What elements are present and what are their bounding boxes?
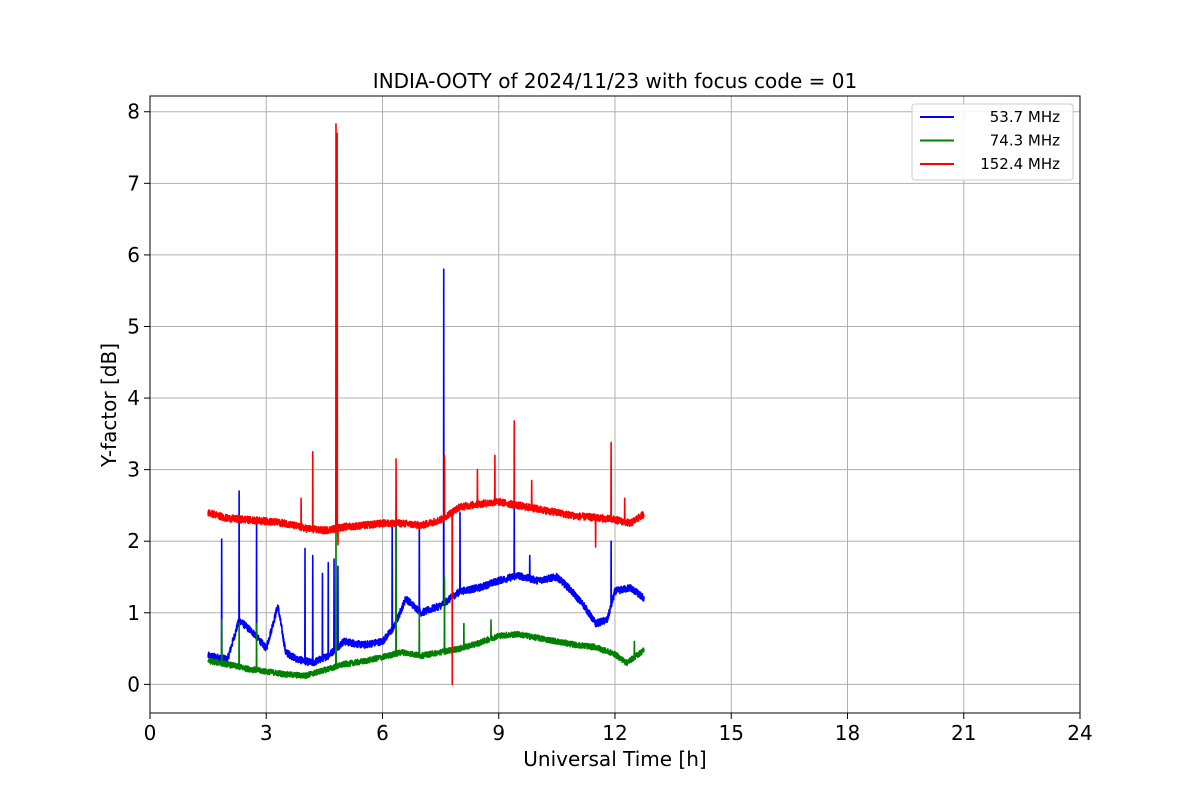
legend: 53.7 MHz 74.3 MHz 152.4 MHz	[911, 103, 1074, 181]
y-tick-label: 5	[127, 314, 140, 338]
y-tick-label: 1	[127, 601, 140, 625]
series-line-0	[207, 268, 645, 667]
y-axis-ticks: 0 1 2 3 4 5 6 7 8	[127, 100, 150, 696]
x-axis-label: Universal Time [h]	[523, 747, 706, 771]
x-axis-ticks: 0 3 6 9 12 15 18 21 24	[144, 713, 1093, 745]
y-tick-label: 8	[127, 100, 140, 124]
x-tick-label: 0	[144, 721, 157, 745]
y-tick-label: 0	[127, 672, 140, 696]
chart-title: INDIA-OOTY of 2024/11/23 with focus code…	[373, 69, 857, 93]
legend-entry-2: 152.4 MHz	[980, 155, 1060, 173]
x-tick-label: 15	[719, 721, 744, 745]
x-tick-label: 21	[951, 721, 976, 745]
legend-box	[911, 103, 1074, 181]
y-tick-label: 7	[127, 171, 140, 195]
y-tick-label: 2	[127, 529, 140, 553]
x-tick-label: 6	[376, 721, 389, 745]
x-tick-label: 24	[1067, 721, 1092, 745]
y-axis-label: Y-factor [dB]	[97, 343, 121, 468]
plot-area	[207, 123, 645, 686]
y-tick-label: 3	[127, 458, 140, 482]
x-tick-label: 3	[260, 721, 273, 745]
series-line-1	[207, 515, 645, 680]
series-line-2	[207, 123, 645, 686]
x-tick-label: 18	[835, 721, 860, 745]
y-tick-label: 4	[127, 386, 140, 410]
x-tick-label: 12	[602, 721, 627, 745]
legend-entry-1: 74.3 MHz	[990, 132, 1060, 150]
y-tick-label: 6	[127, 243, 140, 267]
x-tick-label: 9	[492, 721, 505, 745]
legend-entry-0: 53.7 MHz	[990, 108, 1060, 126]
